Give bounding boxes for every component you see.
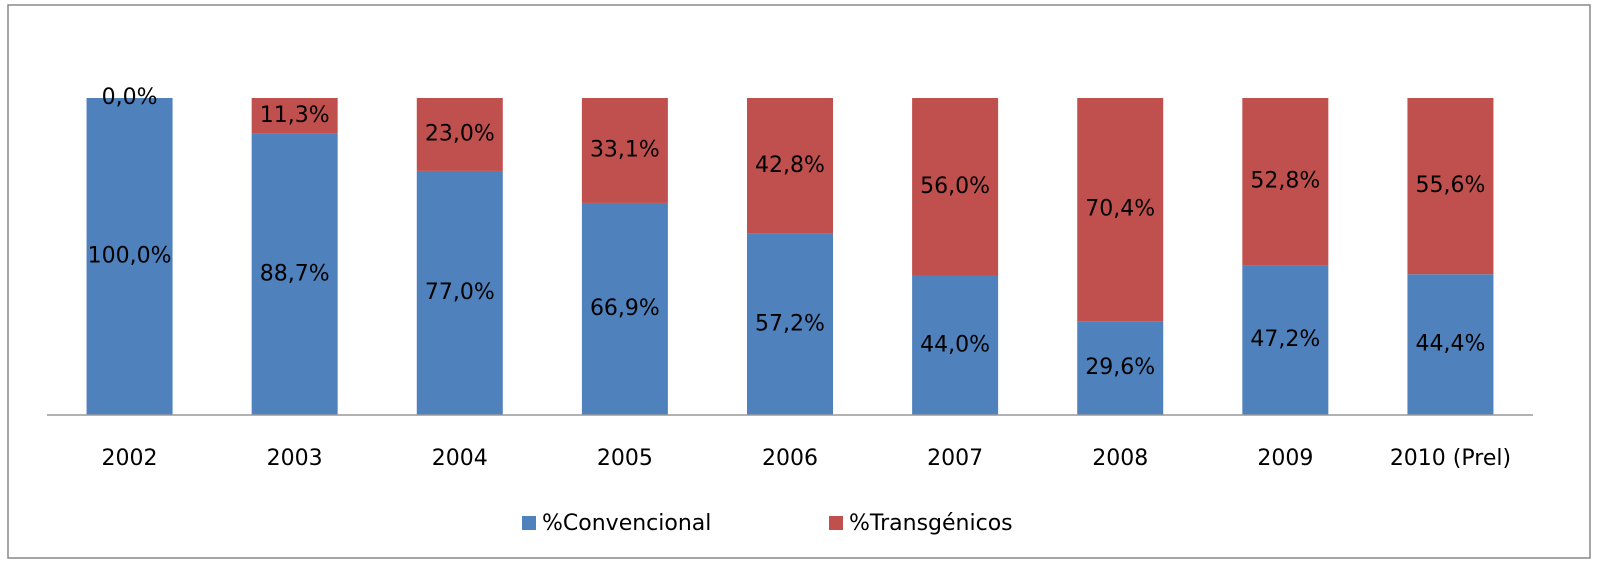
bar-segment <box>1407 98 1494 275</box>
x-tick-label: 2006 <box>762 446 818 471</box>
data-label: 55,6% <box>1415 173 1485 198</box>
data-label: 0,0% <box>102 85 158 110</box>
bar-segment <box>747 233 833 415</box>
x-tick-label: 2010 (Prel) <box>1390 446 1511 471</box>
bar-segment <box>1077 98 1164 322</box>
bar-segment <box>1407 274 1494 415</box>
bar-segment <box>416 98 503 171</box>
data-label: 29,6% <box>1085 355 1155 380</box>
bar-segment <box>416 170 503 415</box>
legend-swatch <box>522 516 536 530</box>
x-tick-label: 2002 <box>102 446 158 471</box>
data-label: 44,4% <box>1415 332 1485 357</box>
data-label: 47,2% <box>1250 327 1320 352</box>
bar-segment <box>912 98 999 276</box>
data-label: 77,0% <box>425 280 495 305</box>
bar-segment <box>1077 321 1164 415</box>
data-label: 100,0% <box>88 244 172 269</box>
data-label: 44,0% <box>920 332 990 357</box>
bar-segment <box>1242 98 1329 266</box>
legend-label: %Convencional <box>542 511 711 536</box>
data-label: 33,1% <box>590 137 660 162</box>
data-label: 23,0% <box>425 121 495 146</box>
bar-segment <box>251 98 338 134</box>
data-label: 57,2% <box>755 311 825 336</box>
data-label: 66,9% <box>590 296 660 321</box>
x-tick-label: 2009 <box>1257 446 1313 471</box>
bar-segment <box>747 98 833 234</box>
bar-segment <box>581 202 668 415</box>
legend-label: %Transgénicos <box>849 511 1013 536</box>
x-tick-label: 2008 <box>1092 446 1148 471</box>
legend-swatch <box>829 516 843 530</box>
x-tick-label: 2004 <box>432 446 488 471</box>
x-tick-label: 2003 <box>267 446 323 471</box>
x-tick-label: 2005 <box>597 446 653 471</box>
bar-segment <box>86 98 173 415</box>
bar-segment <box>251 133 338 416</box>
x-tick-label: 2007 <box>927 446 983 471</box>
data-label: 70,4% <box>1085 197 1155 222</box>
data-label: 11,3% <box>260 103 330 128</box>
bar-segment <box>581 98 668 203</box>
data-label: 88,7% <box>260 261 330 286</box>
data-label: 56,0% <box>920 174 990 199</box>
bar-segment <box>912 275 999 415</box>
data-label: 42,8% <box>755 153 825 178</box>
bar-segment <box>1242 265 1329 415</box>
data-label: 52,8% <box>1250 169 1320 194</box>
